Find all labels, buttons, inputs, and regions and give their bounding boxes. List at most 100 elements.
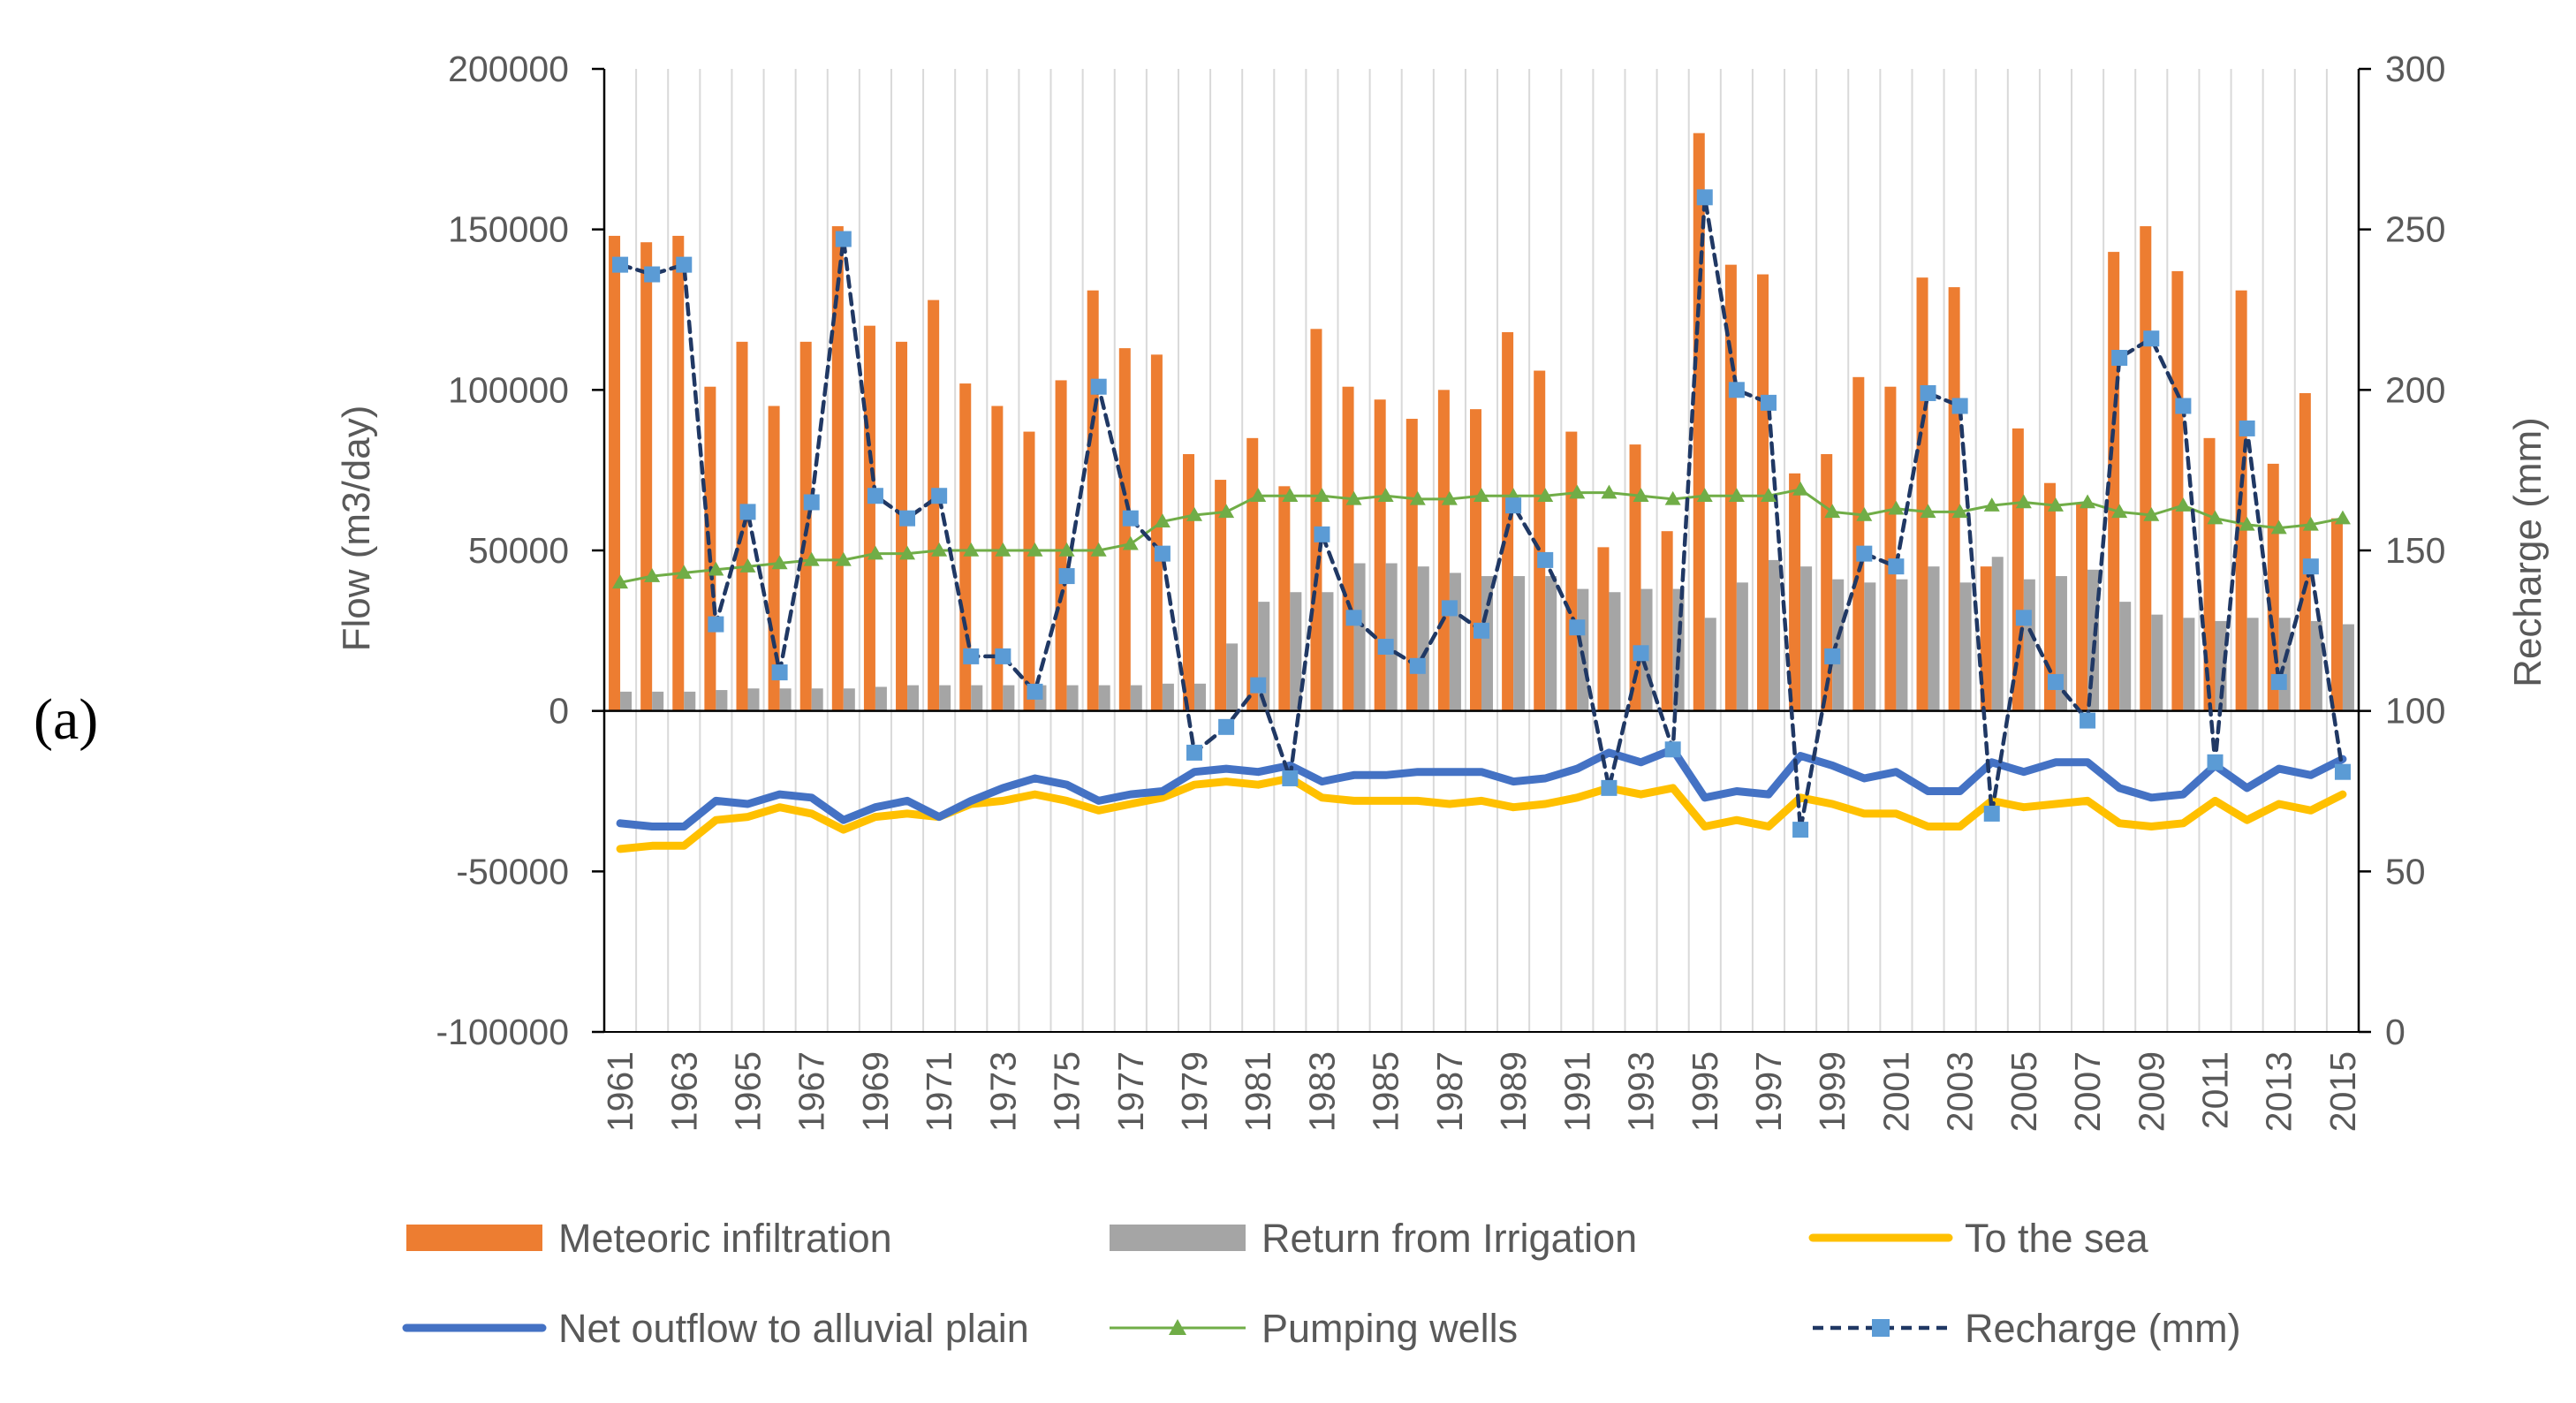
meteoric-bar — [928, 300, 940, 711]
recharge-marker — [2111, 350, 2128, 366]
legend-label: To the sea — [1965, 1216, 2149, 1261]
recharge-marker — [1154, 545, 1171, 562]
pumping-marker — [2175, 497, 2192, 512]
pumping-marker — [2143, 507, 2160, 521]
legend-marker — [1169, 1319, 1186, 1335]
meteoric-bar — [1023, 431, 1035, 711]
legend-label: Meteoric infiltration — [558, 1216, 892, 1261]
panel-label: (a) — [34, 687, 98, 752]
irrigation-bar — [875, 686, 887, 711]
irrigation-bar — [1449, 573, 1461, 711]
irrigation-bar — [971, 685, 983, 711]
y2-axis-tick-labels: 300 250 200 150 100 50 0 — [2385, 49, 2445, 1052]
recharge-marker — [1027, 683, 1043, 700]
x-tick-label: 1973 — [982, 1051, 1023, 1132]
pumping-marker — [1983, 497, 2000, 512]
irrigation-bar — [747, 688, 760, 711]
x-tick-label: 1995 — [1685, 1051, 1725, 1132]
recharge-marker — [2302, 558, 2319, 575]
y2-tick-label: 100 — [2385, 691, 2445, 732]
irrigation-bar — [1003, 685, 1015, 711]
irrigation-bar — [1800, 566, 1813, 711]
meteoric-bar — [959, 383, 972, 711]
irrigation-bar — [1513, 576, 1526, 711]
meteoric-bar — [1405, 419, 1418, 711]
irrigation-bar — [1704, 618, 1716, 711]
legend-swatch — [1110, 1225, 1246, 1251]
x-tick-label: 1987 — [1429, 1051, 1470, 1132]
irrigation-bar — [1577, 588, 1589, 711]
recharge-marker — [1633, 645, 1649, 662]
recharge-marker — [1441, 600, 1458, 617]
recharge-marker — [2047, 673, 2064, 690]
pumping-marker — [1696, 488, 1713, 502]
x-tick-label: 1999 — [1812, 1051, 1852, 1132]
pumping-marker — [2207, 510, 2224, 525]
irrigation-bar — [716, 690, 728, 711]
series-markers — [612, 189, 2351, 838]
recharge-marker — [1696, 189, 1713, 206]
recharge-marker — [676, 256, 693, 273]
recharge-marker — [739, 504, 756, 520]
recharge-marker — [2270, 673, 2287, 690]
meteoric-bar — [1055, 380, 1067, 711]
meteoric-bar — [1118, 348, 1131, 711]
recharge-marker — [708, 616, 724, 633]
recharge-marker — [867, 488, 883, 504]
recharge-marker — [1920, 384, 1936, 401]
irrigation-bar — [1959, 582, 1972, 711]
recharge-marker — [1474, 622, 1489, 639]
y2-tick-label: 150 — [2385, 530, 2445, 571]
x-tick-label: 1971 — [919, 1051, 959, 1132]
pumping-marker — [1122, 535, 1139, 550]
irrigation-bar — [843, 688, 855, 711]
meteoric-bar — [896, 341, 908, 711]
irrigation-bar — [1194, 683, 1207, 711]
y2-tick-label: 0 — [2385, 1012, 2406, 1052]
recharge-marker — [1664, 741, 1681, 758]
recharge-marker — [1058, 568, 1075, 585]
pumping-marker — [1090, 542, 1107, 557]
pumping-marker — [1792, 481, 1809, 496]
pumping-marker — [1920, 504, 1936, 519]
recharge-marker — [1505, 497, 1522, 514]
y-tick-label: -50000 — [456, 851, 569, 891]
x-tick-label: 1967 — [792, 1051, 832, 1132]
pumping-marker — [1856, 507, 1873, 521]
meteoric-bar — [2076, 502, 2088, 711]
pumping-marker — [963, 542, 980, 557]
pumping-marker — [1441, 490, 1458, 505]
meteoric-bar — [2140, 226, 2152, 711]
y-axis-title: Flow (m3/day) — [335, 406, 378, 652]
x-tick-label: 2003 — [1940, 1051, 1981, 1132]
meteoric-bar — [1437, 390, 1450, 711]
irrigation-bar — [1353, 563, 1366, 711]
y-tick-label: 0 — [549, 691, 569, 732]
pumping-marker — [1474, 488, 1489, 502]
recharge-marker — [1824, 648, 1841, 664]
pumping-marker — [1728, 488, 1745, 502]
pumping-marker — [644, 568, 661, 582]
irrigation-bar — [1322, 592, 1334, 711]
y-tick-label: 150000 — [448, 209, 569, 250]
y2-tick-label: 200 — [2385, 369, 2445, 410]
meteoric-bar — [1150, 354, 1163, 711]
recharge-marker — [644, 266, 661, 283]
y-tick-label: -100000 — [436, 1012, 569, 1052]
x-tick-label: 1993 — [1621, 1051, 1662, 1132]
irrigation-bar — [1417, 566, 1429, 711]
legend-label: Net outflow to alluvial plain — [558, 1306, 1029, 1351]
meteoric-bar — [1246, 437, 1259, 711]
x-tick-label: 1965 — [728, 1051, 769, 1132]
meteoric-bar — [2330, 518, 2343, 711]
irrigation-bar — [939, 685, 951, 711]
x-tick-label: 1989 — [1493, 1051, 1534, 1132]
net-outflow-line — [616, 745, 2347, 830]
meteoric-bar — [1534, 370, 1546, 711]
recharge-marker — [2334, 763, 2351, 780]
irrigation-bar — [1066, 685, 1079, 711]
x-tick-label: 1981 — [1238, 1051, 1278, 1132]
meteoric-bar — [863, 325, 875, 711]
meteoric-bar — [609, 235, 621, 711]
pumping-marker — [2047, 497, 2064, 512]
